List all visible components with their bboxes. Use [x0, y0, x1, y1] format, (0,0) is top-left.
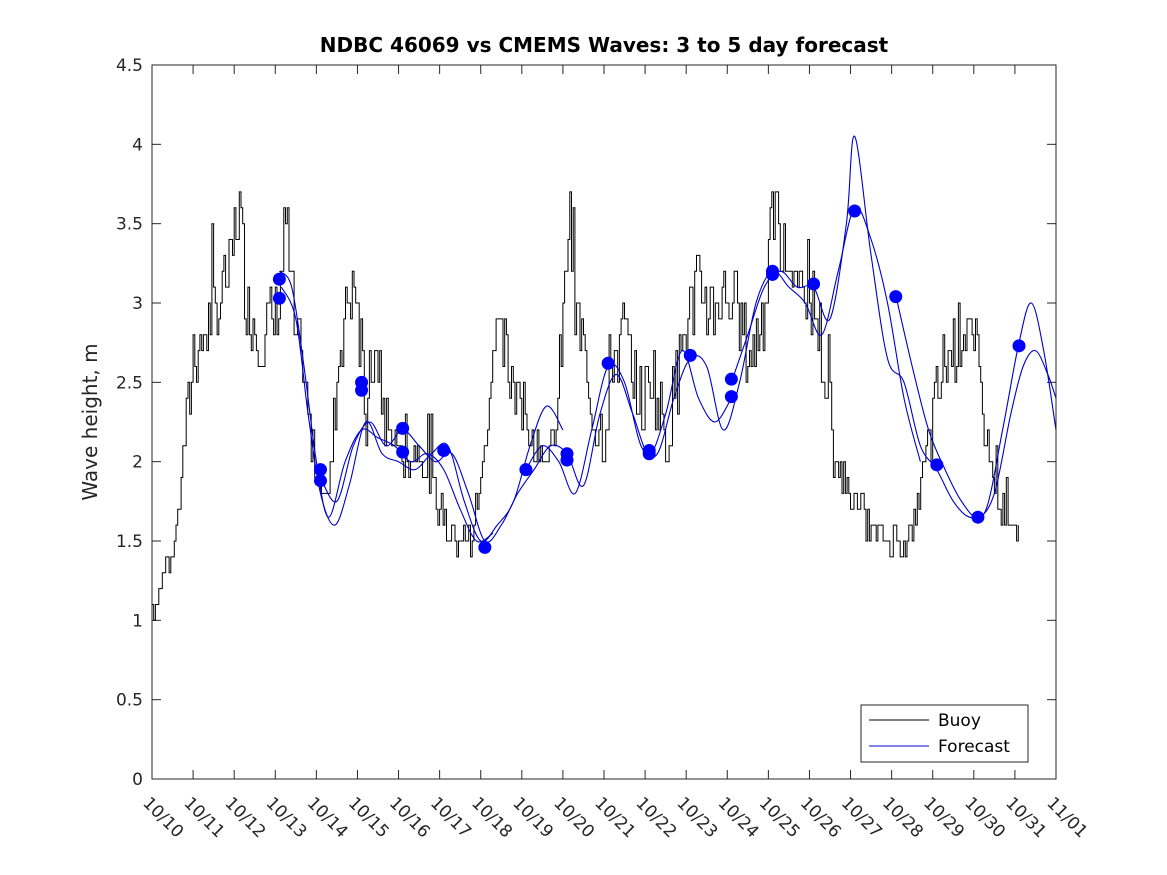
- forecast-marker: [437, 444, 451, 458]
- y-tick-label: 0.5: [116, 691, 143, 711]
- legend-forecast-label: Forecast: [938, 737, 1010, 757]
- forecast-marker: [807, 277, 821, 291]
- chart-title: NDBC 46069 vs CMEMS Waves: 3 to 5 day fo…: [320, 33, 889, 57]
- forecast-marker: [355, 383, 369, 397]
- y-tick-label: 1.5: [116, 532, 143, 552]
- y-tick-label: 1: [132, 611, 143, 631]
- y-tick-label: 4: [132, 135, 143, 155]
- y-tick-label: 4.5: [116, 56, 143, 76]
- forecast-marker: [560, 453, 574, 467]
- plot-area: [152, 65, 1056, 779]
- forecast-marker: [313, 463, 327, 477]
- legend: Buoy Forecast: [860, 704, 1029, 763]
- y-tick-label: 2.5: [116, 373, 143, 393]
- forecast-marker: [1012, 339, 1026, 353]
- forecast-marker: [683, 348, 697, 362]
- y-tick-label: 0: [132, 770, 143, 790]
- forecast-marker: [313, 474, 327, 488]
- forecast-marker: [724, 390, 738, 404]
- y-axis-ticks: 0 0.5 1 1.5 2 2.5 3 3.5 4 4.5: [116, 56, 1056, 790]
- forecast-marker: [724, 372, 738, 386]
- forecast-marker: [478, 540, 492, 554]
- buoy-series-line: [152, 191, 1019, 621]
- forecast-marker: [601, 356, 615, 370]
- forecast-series-line-6: [895, 294, 1056, 518]
- forecast-series-line-1: [278, 270, 494, 543]
- forecast-marker: [272, 291, 286, 305]
- forecast-marker: [396, 421, 410, 435]
- y-tick-label: 3: [132, 294, 143, 314]
- forecast-series-line-5: [730, 135, 1056, 520]
- forecast-marker: [765, 267, 779, 281]
- plot-frame: [151, 64, 1057, 780]
- y-axis-label: Wave height, m: [78, 343, 102, 500]
- y-tick-label: 2: [132, 453, 143, 473]
- y-tick-label: 3.5: [116, 215, 143, 235]
- forecast-marker: [848, 204, 862, 218]
- forecast-marker: [519, 463, 533, 477]
- forecast-marker: [272, 272, 286, 286]
- forecast-marker: [396, 445, 410, 459]
- legend-box: [860, 704, 1029, 763]
- forecast-marker: [971, 510, 985, 524]
- forecast-marker: [930, 458, 944, 472]
- legend-buoy-label: Buoy: [938, 711, 981, 731]
- forecast-series-line-3: [319, 350, 732, 543]
- forecast-marker: [889, 290, 903, 304]
- forecast-markers: [272, 204, 1026, 554]
- forecast-marker: [642, 447, 656, 461]
